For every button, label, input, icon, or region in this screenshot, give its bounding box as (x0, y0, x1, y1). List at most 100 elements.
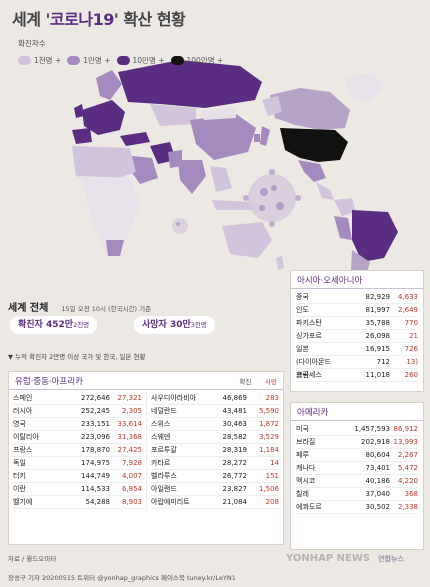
confirmed-count: 16,915 (365, 345, 391, 353)
deaths-value-small: 3천명 (190, 321, 207, 329)
death-count: 4,633 (397, 293, 418, 301)
table-row: 한국 11,018 260 (296, 369, 418, 382)
country-peru (334, 216, 352, 240)
country-name: 독일 (13, 459, 26, 467)
table-row: 사우디아라비아 46,869 283 (151, 392, 279, 405)
table-row: 캐나다 73,401 5,472 (296, 462, 418, 475)
table-row: 벨라루스 26,772 151 (151, 470, 279, 483)
world-map (0, 0, 430, 290)
country-name: 멕시코 (296, 477, 316, 485)
watermark-logo-korean: 연합뉴스 (378, 555, 404, 563)
country-name: 스웨덴 (151, 433, 171, 441)
country-kazakhstan (150, 104, 196, 126)
table-row: 싱가포르 26,098 21 (296, 330, 418, 343)
col-deaths-label: 사망 (265, 378, 277, 386)
confirmed-count: 712 (376, 358, 390, 366)
credit-text: 장성구 기자 20200515 트위터 @yonhap_graphics 페이스… (8, 574, 236, 582)
table-row: 미국 1,457,593 86,912 (296, 423, 418, 436)
country-korea (254, 134, 260, 142)
country-indonesia (212, 200, 256, 210)
confirmed-count: 40,186 (365, 477, 391, 485)
table-europe: 유럽·중동·아프리카 확진 사망 스페인 272,646 27,321 러시아 252,… (8, 371, 284, 545)
country-name: 아일랜드 (151, 485, 177, 493)
country-name: 사우디아라비아 (151, 394, 197, 402)
table-row: 벨기에 54,288 8,903 (13, 496, 142, 509)
legend-label: 10만명 + (132, 56, 165, 65)
confirmed-count: 272,646 (81, 394, 110, 402)
world-summary-title: 세계 전체 (8, 303, 49, 314)
table-row: 스위스 30,463 1,872 (151, 418, 279, 431)
country-name: 프랑스 (13, 446, 33, 454)
confirmed-count: 1,457,593 (354, 425, 390, 433)
legend-item-10k: 1만명 + (67, 55, 111, 66)
confirmed-count: 178,870 (81, 446, 110, 454)
confirmed-count: 144,749 (81, 472, 110, 480)
death-count: 27,425 (117, 446, 143, 454)
confirmed-pill: 확진자 452만2천명 (10, 316, 98, 334)
legend-label: 1만명 + (83, 56, 111, 65)
col-confirmed-label: 확진 (239, 378, 252, 386)
source-text: 자료 / 월드오미터 (8, 555, 57, 563)
country-turkey (120, 132, 150, 146)
death-count: 14 (270, 459, 279, 467)
table-row: 중국 82,929 4,633 (296, 291, 418, 304)
death-count: 6,854 (121, 485, 142, 493)
table-europe-columns: 스페인 272,646 27,321 러시아 252,245 2,305 영국 233,151… (9, 390, 283, 511)
table-row: 파키스탄 35,788 770 (296, 317, 418, 330)
legend-swatch (67, 56, 81, 65)
table-row: 브라질 202,918 13,993 (296, 436, 418, 449)
confirmed-count: 80,604 (365, 451, 391, 459)
country-name: 중국 (296, 293, 309, 301)
table-row: 러시아 252,245 2,305 (13, 405, 142, 418)
death-count: 2,649 (397, 306, 418, 314)
table-row: 아랍에미리트 21,084 208 (151, 496, 279, 509)
country-name: 러시아 (13, 407, 33, 415)
death-count: 726 (404, 345, 418, 353)
country-name: 에콰도르 (296, 503, 322, 511)
death-count: 283 (265, 394, 279, 402)
table-row: 이탈리아 223,096 31,368 (13, 431, 142, 444)
country-alaska (262, 96, 282, 116)
country-name: 벨라루스 (151, 472, 177, 480)
confirmed-count: 223,096 (81, 433, 110, 441)
death-count: 151 (265, 472, 279, 480)
country-pakistan (168, 150, 182, 168)
death-count: 13,993 (393, 438, 419, 446)
death-count: 3,529 (258, 433, 279, 441)
table-row: 독일 174,975 7,928 (13, 457, 142, 470)
country-uk (74, 104, 84, 118)
table-row: 프랑스 178,870 27,425 (13, 444, 142, 457)
country-name: 터키 (13, 472, 26, 480)
world-summary-header: 세계 전체 15일 오전 10시 (한국시간) 기준 (8, 296, 282, 315)
confirmed-count: 252,245 (81, 407, 110, 415)
country-name: 파키스탄 (296, 319, 322, 327)
country-name: 일본 (296, 345, 309, 353)
country-mexico (298, 160, 326, 182)
table-row: 영국 233,151 33,614 (13, 418, 142, 431)
country-japan (260, 126, 270, 146)
legend-label: 100만명 + (186, 56, 224, 65)
confirmed-count: 23,827 (222, 485, 248, 493)
table-row: 일본 16,915 726 (296, 343, 418, 356)
country-saudi (130, 156, 158, 184)
table-europe-col-heads: 확진 사망 (240, 376, 277, 387)
title-suffix: ' 확산 현황 (113, 10, 186, 29)
country-australia (222, 222, 272, 258)
table-row: (다이아몬드 프린세스 712 13) (296, 356, 418, 379)
country-name: 칠레 (296, 490, 309, 498)
country-name: 이탈리아 (13, 433, 39, 441)
table-row: 카타르 28,272 14 (151, 457, 279, 470)
table-row: 네덜란드 43,481 5,590 (151, 405, 279, 418)
country-name: 스위스 (151, 420, 171, 428)
table-europe-left: 스페인 272,646 27,321 러시아 252,245 2,305 영국 233,151… (9, 390, 146, 511)
table-row: 칠레 37,040 368 (296, 488, 418, 501)
table-row: 터키 144,749 4,007 (13, 470, 142, 483)
country-china (190, 114, 256, 160)
table-row: 멕시코 40,186 4,220 (296, 475, 418, 488)
table-america-title: 아메리카 (297, 408, 329, 418)
death-count: 7,928 (121, 459, 142, 467)
country-spain (72, 128, 92, 144)
confirmed-count: 202,918 (361, 438, 390, 446)
table-asia-header: 아시아·오세아니아 (291, 271, 423, 289)
confirmed-count: 30,502 (365, 503, 391, 511)
